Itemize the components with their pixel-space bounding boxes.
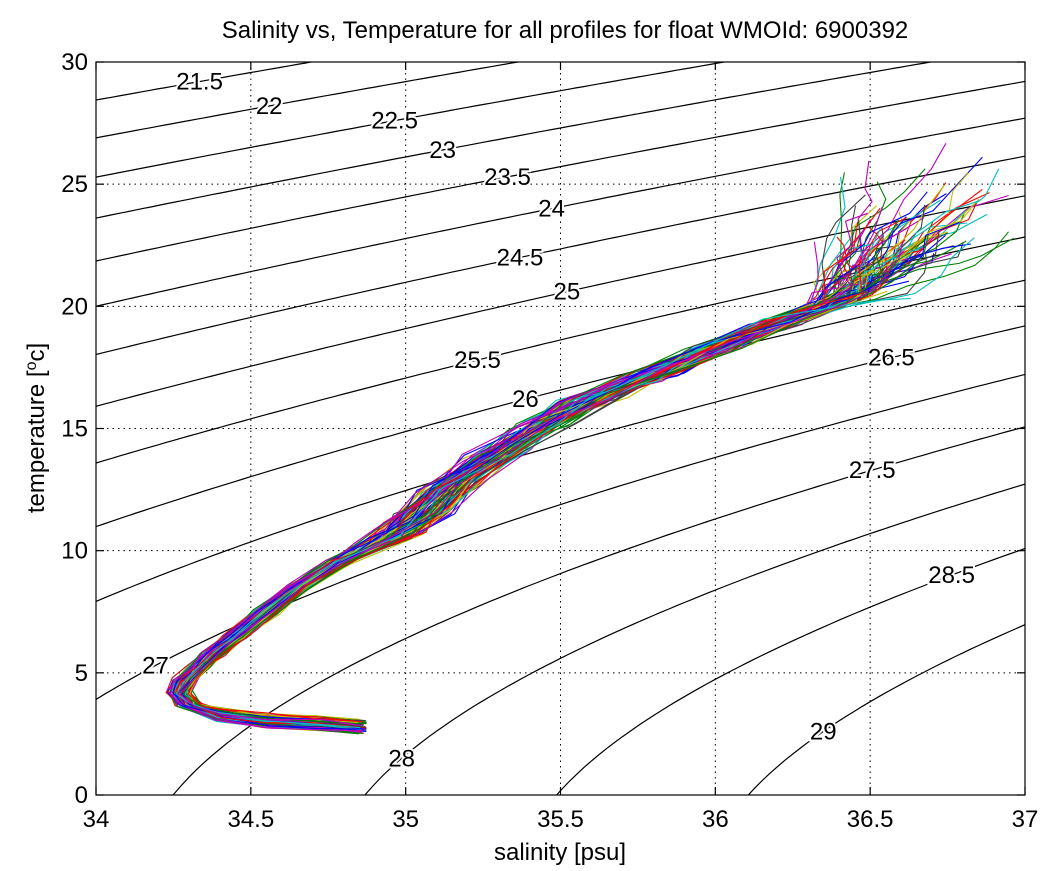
density-contour-label: 27 [142,653,169,680]
density-contour-label: 22 [256,93,283,120]
y-tick-label: 20 [61,293,88,320]
x-tick-label: 34 [83,806,110,833]
density-contour-label: 28 [388,745,415,772]
profile-line [191,231,1009,724]
x-tick-label: 34.5 [227,806,274,833]
density-contour [96,80,1025,262]
density-contour-label: 26.5 [868,345,915,372]
density-contour-label: 23.5 [484,164,531,191]
profile-lines [165,143,1014,735]
y-axis-label-main: temperature [ [23,370,50,513]
profile-line [189,208,972,723]
density-contour-label: 28.5 [928,562,975,589]
x-tick-label: 36.5 [847,806,894,833]
density-contour [555,547,1025,795]
density-contour-label: 24.5 [497,244,544,271]
x-tick-label: 35.5 [537,806,584,833]
profile-line [175,237,975,729]
plot-area: 21.5 22 22.5 23 23.5 24 24.5 25 25.5 26 26.5 27 27.5… [61,49,1038,833]
density-contour-label: 27.5 [849,457,896,484]
profile-line [179,241,904,726]
y-axis-label: temperature [oc] [23,343,51,513]
y-axis-label-end: c] [23,343,50,362]
x-tick-label: 37 [1012,806,1039,833]
density-contour [96,117,1025,307]
density-contour [96,62,728,178]
y-axis-label-superscript: o [23,361,40,370]
density-contour-label: 29 [810,718,837,745]
x-tick-label: 36 [702,806,729,833]
y-tick-label: 30 [61,49,88,76]
profile-line [169,248,878,735]
profile-line [169,254,867,733]
density-contour-label: 22.5 [371,108,418,135]
density-contour [96,325,1025,602]
y-tick-label: 5 [75,660,88,687]
density-contour [96,62,522,139]
density-contour-label: 25.5 [454,347,501,374]
y-tick-label: 0 [75,782,88,809]
y-tick-label: 10 [61,538,88,565]
x-axis-label: salinity [psu] [494,839,626,866]
density-contour [96,155,1025,356]
profile-line [181,221,960,726]
density-contour-label: 21.5 [176,69,223,96]
y-tick-label: 25 [61,171,88,198]
density-contour [172,426,1025,795]
density-contours [96,62,1025,795]
density-contour-label: 25 [553,279,580,306]
density-contour [96,195,1025,407]
y-tick-label: 15 [61,416,88,443]
density-contour [96,279,1025,528]
profile-line [187,256,863,723]
density-contour [96,62,315,101]
x-tick-label: 35 [392,806,419,833]
density-contour-labels: 21.5 22 22.5 23 23.5 24 24.5 25 25.5 26 26.5 27 27.5… [140,67,977,775]
density-contour [364,483,1025,795]
density-contour-label: 23 [429,137,456,164]
density-contour [96,62,934,219]
density-contour [747,624,1025,795]
profile-line [172,263,860,730]
density-contour-label: 24 [538,196,565,223]
density-contour-label: 26 [512,386,539,413]
axis-ticks: 34 34.5 35 35.5 36 36.5 37 0 5 10 15 20 25 30 [61,49,1038,833]
chart-title: Salinity vs, Temperature for all profile… [222,17,909,44]
profile-line [166,228,865,732]
